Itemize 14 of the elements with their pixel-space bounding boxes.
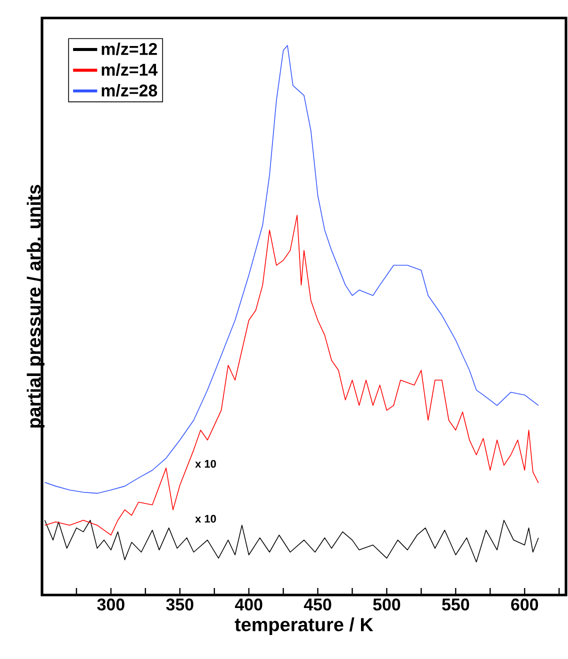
annotation: x 10 <box>195 514 216 523</box>
y-axis-title: partial pressure / arb. units <box>26 184 44 428</box>
legend-label: m/z=28 <box>102 84 158 97</box>
x-tick-label: 450 <box>304 598 332 611</box>
x-tick-label: 350 <box>166 598 194 611</box>
x-tick-label: 600 <box>511 598 538 611</box>
x-tick-label: 300 <box>97 598 124 611</box>
x-axis-title: temperature / K <box>234 617 374 636</box>
legend-label: m/z=14 <box>102 63 158 76</box>
annotation: x 10 <box>195 460 216 468</box>
x-tick-label: 550 <box>442 598 470 611</box>
x-tick-label: 500 <box>373 598 400 611</box>
x-tick-label: 400 <box>234 598 262 611</box>
legend-label: m/z=12 <box>102 42 157 56</box>
